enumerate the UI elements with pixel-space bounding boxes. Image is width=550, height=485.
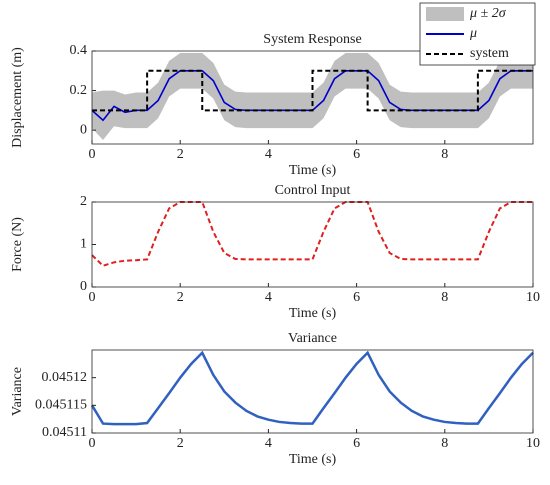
- y-tick-label: 0.045115: [35, 398, 87, 413]
- x-tick-label: 6: [353, 436, 360, 451]
- y-axis-label: Force (N): [10, 217, 25, 272]
- axes-frame: [91, 50, 534, 145]
- axes-background: [92, 350, 533, 433]
- x-tick-label: 4: [265, 290, 272, 305]
- y-axis-label: Displacement (m): [10, 47, 25, 148]
- y-tick-label: 0.04512: [42, 370, 88, 385]
- x-axis-label: Time (s): [289, 452, 337, 467]
- x-tick-label: 4: [265, 147, 272, 162]
- x-tick-label: 0: [89, 147, 96, 162]
- x-tick-label: 6: [353, 290, 360, 305]
- chart-title: Variance: [288, 331, 337, 346]
- x-tick-label: 4: [265, 436, 272, 451]
- x-tick-label: 8: [441, 147, 448, 162]
- y-axis-label: Variance: [10, 367, 25, 416]
- x-tick-label: 10: [526, 290, 540, 305]
- x-axis-label: Time (s): [289, 163, 337, 178]
- x-axis-label: Time (s): [289, 306, 337, 321]
- x-tick-label: 2: [177, 147, 184, 162]
- x-tick-label: 8: [441, 436, 448, 451]
- y-tick-label: 0.04511: [42, 425, 87, 440]
- y-tick-label: 0.4: [70, 43, 88, 58]
- series-line: [91, 201, 533, 267]
- legend-swatch: [426, 7, 464, 21]
- legend-label: μ ± 2σ: [469, 6, 507, 21]
- chart-title: System Response: [263, 32, 361, 47]
- axes-background: [92, 202, 533, 287]
- series-line: [90, 350, 534, 426]
- x-tick-label: 0: [89, 290, 96, 305]
- legend-label: system: [470, 46, 509, 61]
- y-tick-label: 0.2: [70, 83, 88, 98]
- series-line: [92, 69, 533, 112]
- x-tick-label: 8: [441, 290, 448, 305]
- legend-label: μ: [469, 26, 477, 41]
- axes-frame: [91, 349, 534, 434]
- x-tick-label: 2: [177, 436, 184, 451]
- x-tick-label: 0: [89, 436, 96, 451]
- x-tick-label: 10: [526, 436, 540, 451]
- chart-title: Control Input: [275, 183, 351, 198]
- x-tick-label: 2: [177, 290, 184, 305]
- y-tick-label: 1: [80, 237, 87, 252]
- y-tick-label: 2: [80, 194, 87, 209]
- y-tick-label: 0: [80, 122, 87, 137]
- y-tick-label: 0: [80, 279, 87, 294]
- x-tick-label: 6: [353, 147, 360, 162]
